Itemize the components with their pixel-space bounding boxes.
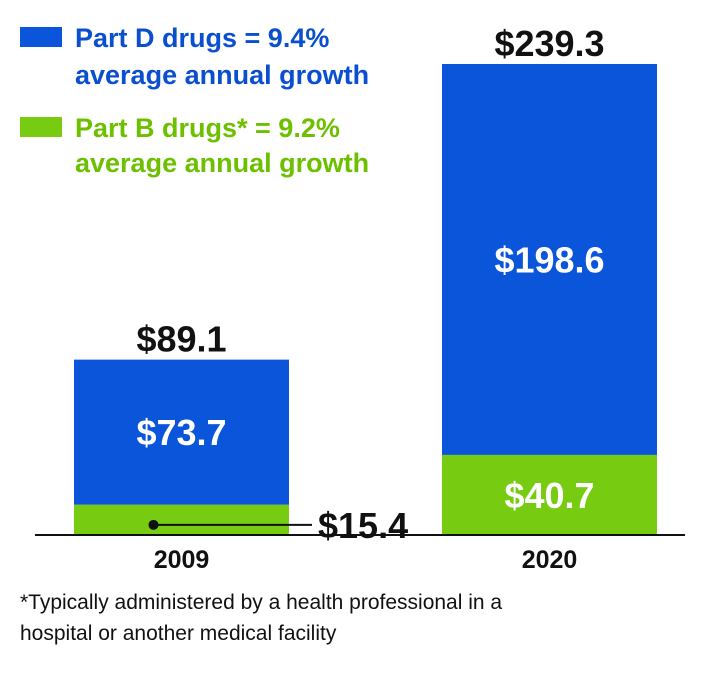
legend-swatch-part-d [20,27,62,47]
legend-label-part-d-line2: average annual growth [75,60,369,90]
total-label-2020: $239.3 [494,23,604,64]
data-label-2009-series-0: $15.4 [318,505,408,546]
x-tick-label-2009: 2009 [154,546,210,574]
legend: Part D drugs = 9.4% average annual growt… [20,23,369,178]
bar-2009-series-0 [74,504,289,535]
footnote-line1: *Typically administered by a health prof… [20,591,502,614]
data-label-2020-series-1: $198.6 [494,239,604,280]
bar-2020-series-1 [442,64,657,455]
legend-label-part-d-line1: Part D drugs = 9.4% [75,23,329,53]
data-label-2020-series-0: $40.7 [504,475,594,516]
bar-2009-series-1 [74,359,289,505]
legend-label-part-b-line1: Part B drugs* = 9.2% [75,113,340,143]
x-tick-label-2020: 2020 [522,546,578,574]
legend-label-part-b-line2: average annual growth [75,148,369,178]
bars: $15.4 $73.7 $89.1 2009 $40.7 $198.6 $239.3 2020 [74,23,657,574]
footnote-line2: hospital or another medical facility [20,622,337,645]
bar-2020-series-0 [442,454,657,535]
data-label-2009-series-1: $73.7 [136,412,226,453]
total-label-2009: $89.1 [136,319,226,360]
legend-swatch-part-b [20,117,62,137]
